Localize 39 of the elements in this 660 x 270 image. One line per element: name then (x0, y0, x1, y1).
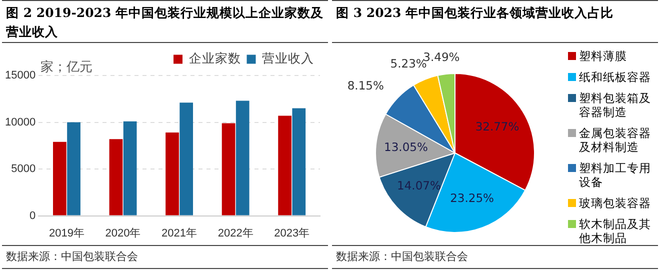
x-tick-label: 2023年 (274, 227, 310, 240)
x-tick-label: 2021年 (162, 227, 198, 240)
data-label: 32.77% (475, 120, 520, 134)
bar (222, 123, 236, 216)
bar (67, 122, 80, 216)
data-label: 5.23% (390, 56, 427, 70)
legend-label: 塑料加工专用设备 (579, 161, 652, 189)
x-tick-label: 2019年 (48, 227, 84, 240)
y-tick-label: 15000 (4, 70, 36, 82)
legend-label: 玻璃包装容器 (579, 196, 651, 210)
bar (180, 102, 194, 216)
bar (109, 139, 123, 216)
y-axis-title: 家；亿元 (40, 58, 93, 75)
bar (166, 132, 179, 216)
legend-label: 营业收入 (262, 52, 314, 66)
legend-label: 纸和纸板容器 (579, 70, 651, 84)
chart-title: 图 2 2019-2023 年中国包装行业规模以上企业家数及营业收入 (2, 1, 328, 43)
legend-label: 软木制品及其他木制品 (579, 217, 652, 245)
legend-label: 金属包装容器及材料制造 (579, 126, 652, 154)
x-tick-label: 2020年 (105, 227, 141, 240)
source-note: 数据来源：中国包装联合会 (2, 245, 328, 269)
bar (123, 121, 137, 216)
legend-label: 塑料包装箱及容器制造 (579, 91, 652, 119)
y-tick-label: 10000 (4, 116, 36, 128)
bar (236, 100, 250, 216)
legend-label: 塑料薄膜 (579, 49, 627, 63)
y-tick-label: 5000 (11, 163, 36, 176)
x-tick-label: 2022年 (218, 227, 254, 240)
data-label: 8.15% (347, 78, 384, 93)
data-label: 13.05% (384, 140, 428, 154)
source-note: 数据来源：中国包装联合会 (332, 245, 658, 269)
data-label: 14.07% (397, 178, 441, 193)
y-tick-label: 0 (29, 210, 36, 222)
bar (53, 142, 66, 216)
data-label: 23.25% (450, 191, 494, 206)
bar (278, 116, 292, 216)
chart-title: 图 3 2023 年中国包装行业各领域营业收入占比 (332, 1, 658, 43)
bar (292, 108, 306, 216)
legend-label: 企业家数 (188, 50, 241, 66)
